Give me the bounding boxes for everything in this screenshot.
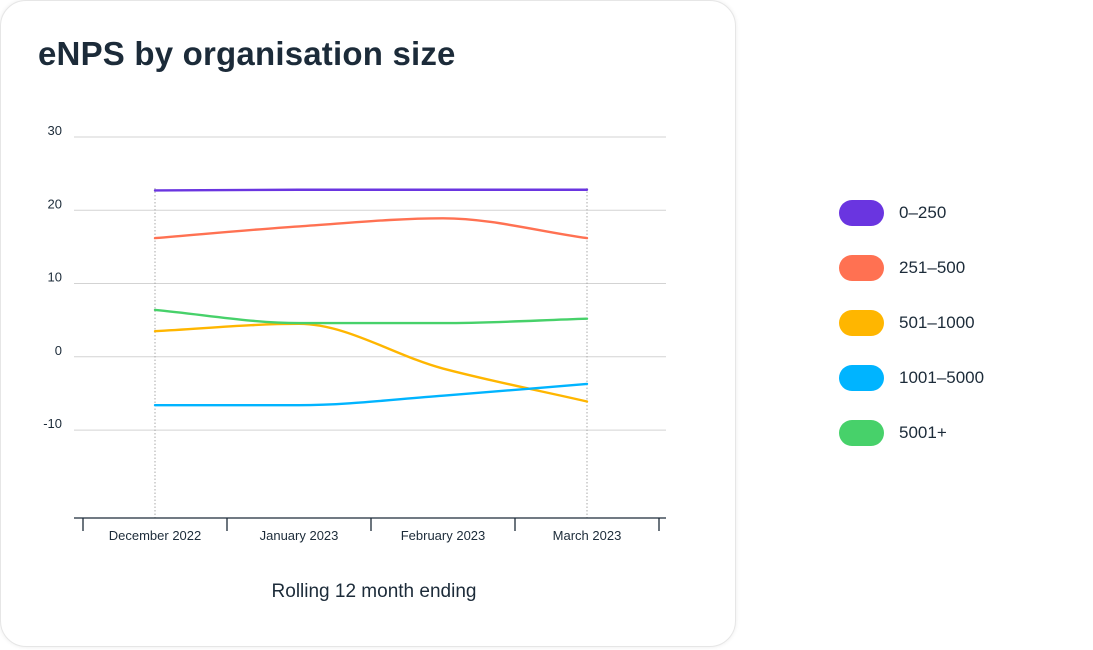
legend-label: 251–500 bbox=[899, 258, 966, 277]
y-tick-label: 30 bbox=[48, 123, 62, 138]
legend-label: 5001+ bbox=[899, 423, 947, 442]
legend-swatch bbox=[839, 420, 884, 446]
x-tick-label: January 2023 bbox=[260, 528, 339, 543]
y-tick-label: 20 bbox=[48, 196, 62, 211]
line-chart: 30 20 10 0 -10 December 2022 January 2023 Febru… bbox=[43, 123, 666, 543]
y-tick-label: -10 bbox=[43, 416, 62, 431]
legend-swatch bbox=[839, 310, 884, 336]
y-tick-label: 0 bbox=[55, 343, 62, 358]
x-tick-label: February 2023 bbox=[401, 528, 486, 543]
legend-swatch bbox=[839, 255, 884, 281]
series-line bbox=[153, 322, 589, 403]
series-line bbox=[153, 188, 589, 192]
series-line bbox=[153, 308, 589, 325]
legend-label: 1001–5000 bbox=[899, 368, 985, 387]
legend-swatch bbox=[839, 200, 884, 226]
x-tick-label: December 2022 bbox=[109, 528, 202, 543]
legend-label: 0–250 bbox=[899, 203, 947, 222]
legend-label: 501–1000 bbox=[899, 313, 975, 332]
y-tick-label: 10 bbox=[48, 270, 62, 285]
x-tick-label: March 2023 bbox=[553, 528, 622, 543]
x-axis-label: Rolling 12 month ending bbox=[271, 581, 477, 602]
series-line bbox=[153, 217, 589, 240]
series-line bbox=[153, 382, 589, 407]
legend-swatch bbox=[839, 365, 884, 391]
chart-title: eNPS by organisation size bbox=[38, 35, 456, 72]
